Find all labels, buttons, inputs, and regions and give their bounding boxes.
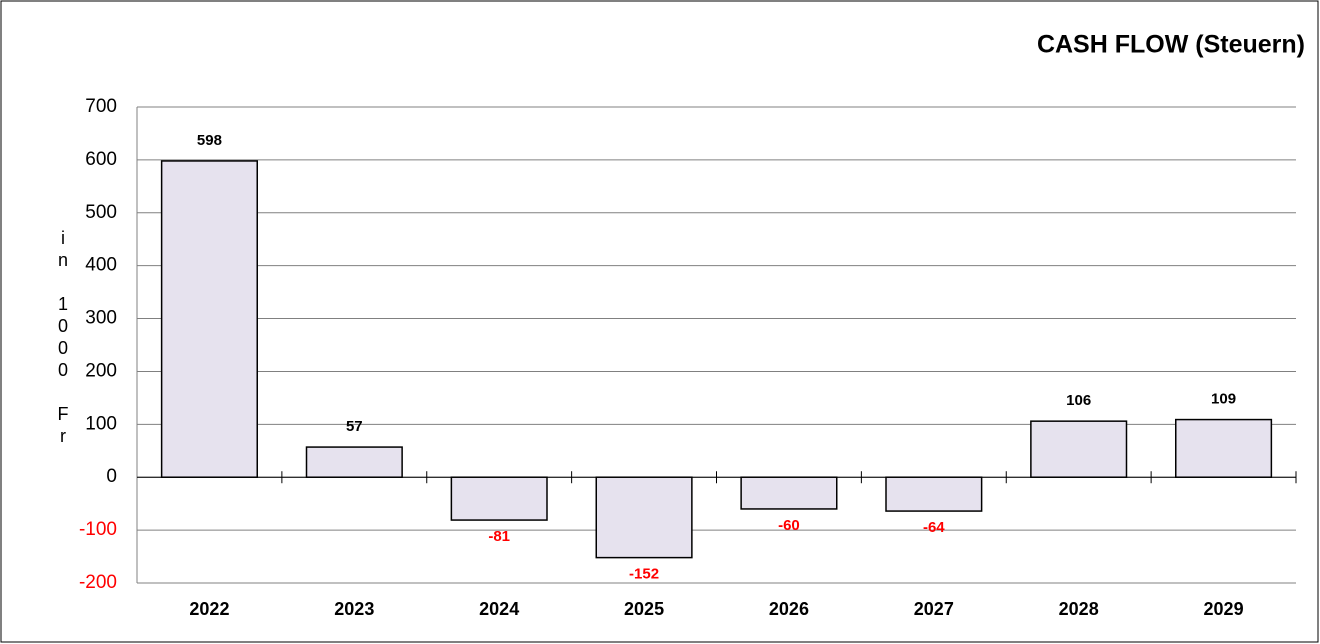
data-label: 57 <box>346 418 363 435</box>
data-label: 109 <box>1211 391 1236 408</box>
x-tick-label: 2023 <box>334 599 374 619</box>
x-tick-label: 2026 <box>769 599 809 619</box>
y-axis-label: in 1000 Fr <box>53 228 73 448</box>
x-tick-label: 2022 <box>189 599 229 619</box>
data-label: -64 <box>923 519 945 536</box>
chart-title: CASH FLOW (Steuern) <box>1037 31 1305 59</box>
y-tick-label: -100 <box>79 519 117 540</box>
y-tick-label: 400 <box>85 255 117 276</box>
x-tick-label: 2027 <box>914 599 954 619</box>
bar <box>595 476 693 559</box>
bar <box>450 476 548 521</box>
data-label: 598 <box>197 132 222 149</box>
x-tick-label: 2029 <box>1204 599 1244 619</box>
data-label: -152 <box>629 566 659 583</box>
x-tick-label: 2024 <box>479 599 519 619</box>
y-tick-label: 700 <box>85 96 117 117</box>
y-tick-label: 600 <box>85 149 117 170</box>
y-tick-label: 300 <box>85 308 117 329</box>
y-tick-label: 100 <box>85 413 117 434</box>
bar <box>1030 420 1128 478</box>
y-tick-label: 500 <box>85 202 117 223</box>
bar <box>740 476 838 510</box>
bar <box>885 476 983 512</box>
bar <box>160 160 258 478</box>
x-tick-label: 2025 <box>624 599 664 619</box>
y-tick-label: 200 <box>85 360 117 381</box>
y-tick-label: 0 <box>106 466 117 487</box>
y-tick-label: -200 <box>79 572 117 593</box>
data-label: -60 <box>778 517 800 534</box>
data-label: 106 <box>1066 392 1091 409</box>
bar <box>1175 418 1273 478</box>
data-label: -81 <box>488 528 510 545</box>
bar <box>305 446 403 478</box>
x-tick-label: 2028 <box>1059 599 1099 619</box>
